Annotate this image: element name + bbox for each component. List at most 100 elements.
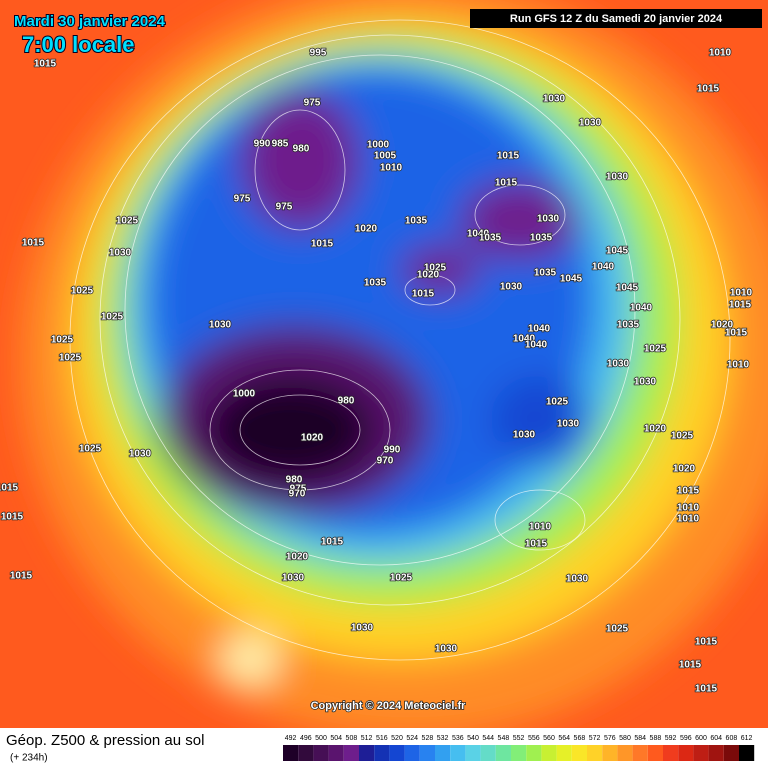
isobar-label: 990 [384,445,401,456]
isobar-label: 990 [254,139,271,150]
isobar-label: 1030 [634,377,657,388]
legend-swatch [723,745,739,761]
legend-label: 552 [513,735,525,742]
legend-swatch [587,745,603,761]
isobar-label: 1020 [673,464,696,475]
legend-swatch [435,745,451,761]
isobar-label: 1025 [101,312,124,323]
isobar-label: 1040 [528,324,551,335]
isobar-label: 980 [293,144,310,155]
isobar-label: 1025 [59,353,82,364]
isobar-label: 1010 [529,522,552,533]
isobar-label: 1025 [390,573,413,584]
isobar-label: 1010 [380,163,403,174]
legend-label: 492 [285,735,297,742]
legend-swatch [374,745,390,761]
isobar-label: 1025 [424,263,447,274]
isobar-label: 1030 [579,118,602,129]
isobar-label: 970 [289,489,306,500]
isobar-label: 1030 [435,644,458,655]
run-box [470,9,762,28]
legend-label: 544 [482,735,494,742]
isobar-label: 970 [377,456,394,467]
legend-label: 612 [741,735,753,742]
legend-label: 568 [574,735,586,742]
isobar-label: 1015 [311,239,334,250]
legend-label: 596 [680,735,692,742]
isobar-label: 1015 [34,59,57,70]
isobar-label: 1030 [607,359,630,370]
legend-swatch [708,745,724,761]
legend-label: 560 [543,735,555,742]
isobar-label: 1015 [729,300,752,311]
isobar-label: 1035 [364,278,387,289]
legend-swatch [511,745,527,761]
date: Mardi 30 janvier 2024 [14,13,166,30]
isobar-label: 1010 [727,360,750,371]
isobar-label: 1020 [711,320,734,331]
isobar-label: 980 [338,396,355,407]
legend-swatch [571,745,587,761]
isobar-label: 1030 [351,623,374,634]
isobar-label: 1045 [560,274,583,285]
isobar-label: 1030 [129,449,152,460]
legend-label: 516 [376,735,388,742]
isobar-label: 1025 [116,216,139,227]
isobar-label: 1040 [630,303,653,314]
legend-label: 524 [406,735,418,742]
legend-swatch [693,745,709,761]
isobar-label: 1025 [606,624,629,635]
run-info: Run GFS 12 Z du Samedi 20 janvier 2024 [510,13,723,25]
legend-swatch [419,745,435,761]
legend-label: 584 [634,735,646,742]
isobar-label: 1015 [1,512,24,523]
isobar-label: 1000 [233,389,256,400]
legend-label: 512 [361,735,373,742]
legend-swatch [283,745,299,761]
legend-label: 608 [726,735,738,742]
isobar-label: 1030 [606,172,629,183]
copyright: Copyright © 2024 Meteociel.fr [311,700,467,712]
isobar-label: 1030 [543,94,566,105]
legend-label: 540 [467,735,479,742]
isobar-label: 1020 [355,224,378,235]
isobar-label: 1030 [557,419,580,430]
legend-swatch [465,745,481,761]
isobar-label: 1015 [695,637,718,648]
isobar-label: 1030 [513,430,536,441]
isobar-label: 1040 [467,229,490,240]
isobars [69,19,731,661]
isobar-label: 1015 [677,486,700,497]
isobar-label: 1015 [679,660,702,671]
legend-label: 532 [437,735,449,742]
isobar-label: 1045 [616,283,639,294]
isobar-label: 1015 [695,684,718,695]
isobar-label: 1000 [367,140,390,151]
isobar-label: 1040 [525,340,548,351]
footer-lead: (+ 234h) [10,753,48,764]
isobar-label: 1030 [537,214,560,225]
legend-label: 592 [665,735,677,742]
isobar-label: 1030 [209,320,232,331]
isobar-label: 1015 [22,238,45,249]
isobar-label: 1015 [525,539,548,550]
isobar-label: 1015 [497,151,520,162]
legend-label: 504 [330,735,342,742]
isobar-label: 1035 [617,320,640,331]
isobar-label: 1045 [606,246,629,257]
legend-swatch [450,745,466,761]
legend-label: 528 [422,735,434,742]
legend-swatch [480,745,496,761]
isobar-label: 1035 [479,233,502,244]
isobar-label: 1035 [405,216,428,227]
legend-swatch [617,745,633,761]
legend-swatch [678,745,694,761]
isobar-label: 1010 [677,514,700,525]
field-shading [20,0,768,740]
footer-title: Géop. Z500 & pression au sol [6,732,204,749]
legend-swatch [541,745,557,761]
isobar-label: 1015 [697,84,720,95]
isobar-label: 1005 [374,151,397,162]
